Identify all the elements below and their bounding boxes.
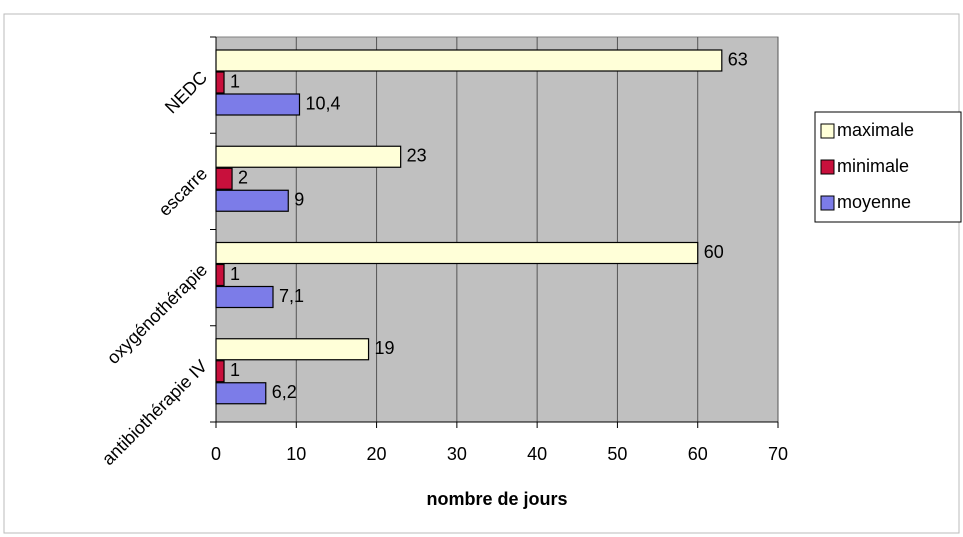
- data-label: 9: [294, 190, 304, 210]
- bar: [215, 167, 233, 190]
- data-label: 1: [230, 71, 240, 91]
- x-tick-label: 50: [607, 444, 627, 464]
- x-tick-label: 20: [367, 444, 387, 464]
- legend-swatch: [820, 159, 835, 175]
- bar: [215, 285, 274, 309]
- legend: [814, 111, 962, 223]
- data-label: 23: [407, 146, 427, 166]
- bar: [215, 189, 289, 212]
- bar: [215, 338, 370, 361]
- x-tick-label: 0: [211, 444, 221, 464]
- data-label: 60: [704, 242, 724, 262]
- bar: [215, 241, 699, 265]
- data-label: 6,2: [272, 382, 297, 402]
- data-label: 7,1: [279, 286, 304, 306]
- bar: [215, 263, 225, 287]
- x-tick-label: 30: [447, 444, 467, 464]
- data-label: 2: [238, 168, 248, 188]
- data-label: 1: [230, 360, 240, 380]
- bar: [215, 71, 225, 94]
- legend-swatch: [820, 123, 835, 139]
- legend-label: maximale: [837, 120, 914, 140]
- legend-label: minimale: [837, 156, 909, 176]
- legend-swatch: [820, 195, 835, 211]
- legend-label: moyenne: [837, 192, 911, 212]
- bar: [215, 49, 723, 72]
- data-label: 63: [728, 49, 748, 69]
- data-label: 19: [375, 338, 395, 358]
- bar: [215, 145, 402, 168]
- x-tick-label: 70: [768, 444, 788, 464]
- x-tick-label: 60: [688, 444, 708, 464]
- x-tick-label: 40: [527, 444, 547, 464]
- x-tick-label: 10: [286, 444, 306, 464]
- bar: [215, 382, 267, 405]
- bar: [215, 93, 301, 116]
- bar: [215, 360, 225, 383]
- data-label: 1: [230, 264, 240, 284]
- data-label: 10,4: [305, 93, 340, 113]
- plot-area: [215, 36, 779, 423]
- x-axis-title: nombre de jours: [426, 489, 567, 509]
